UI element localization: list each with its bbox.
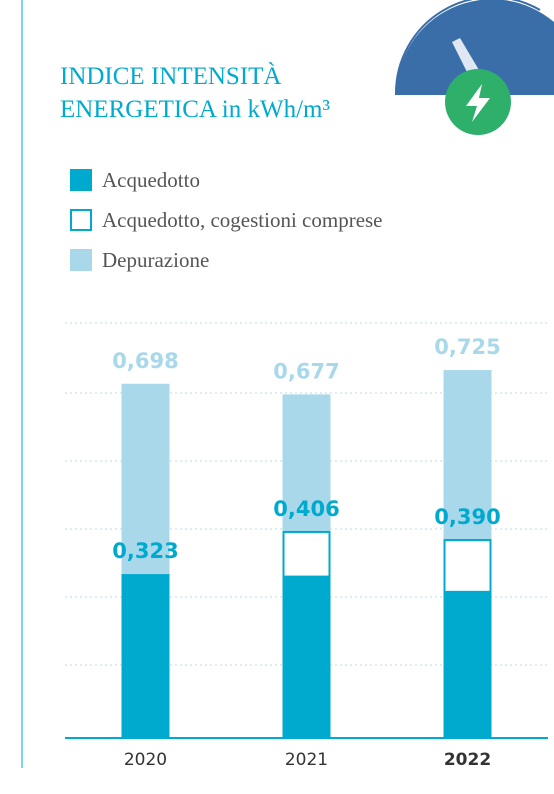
legend-label: Acquedotto, cogestioni comprese [102, 207, 383, 232]
legend-item: Acquedotto, cogestioni comprese [70, 200, 383, 240]
value-label: 0,677 [273, 359, 339, 383]
legend: Acquedotto Acquedotto, cogestioni compres… [70, 160, 383, 280]
bar [282, 575, 331, 738]
legend-item: Acquedotto [70, 160, 383, 200]
legend-swatch [70, 249, 92, 271]
legend-item: Depurazione [70, 240, 383, 280]
value-label: 0,725 [434, 335, 500, 359]
value-label: 0,323 [112, 539, 178, 563]
x-tick-label: 2022 [444, 750, 491, 770]
plot: 0,698 0,323 2020 0,677 0,406 2021 0,725 0,390 20… [65, 322, 548, 770]
chart-title: INDICE INTENSITÀ ENERGETICA in kWh/m³ [60, 63, 330, 123]
gauge-icon [394, 0, 554, 135]
value-label: 0,698 [112, 349, 178, 373]
x-tick-label: 2020 [124, 750, 167, 770]
legend-swatch [70, 169, 92, 191]
legend-label: Depurazione [102, 247, 210, 272]
legend-swatch [70, 209, 92, 231]
value-label: 0,390 [434, 505, 500, 529]
x-tick-label: 2021 [285, 750, 328, 770]
value-label: 0,406 [273, 497, 339, 521]
bar [121, 574, 170, 738]
bar [443, 590, 492, 738]
legend-label: Acquedotto [102, 167, 200, 192]
